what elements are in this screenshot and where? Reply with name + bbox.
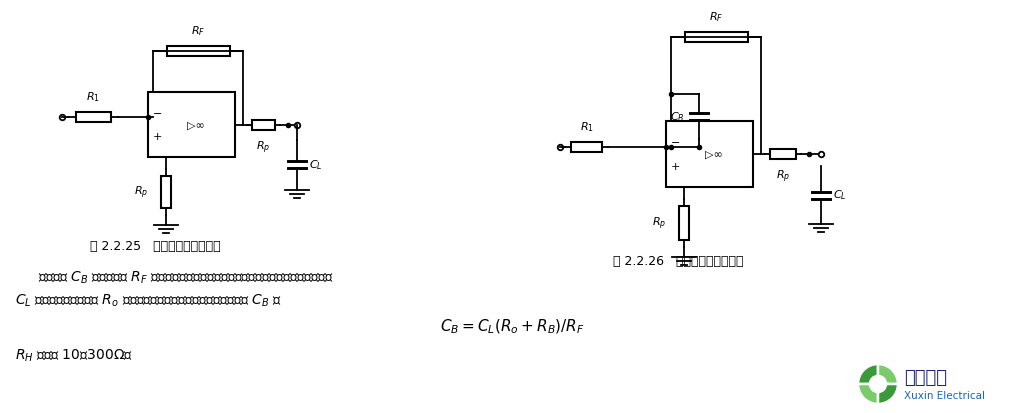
Bar [679,206,689,240]
Text: $R_p$: $R_p$ [651,215,666,232]
Text: $R_1$: $R_1$ [580,120,594,134]
Text: 图 2.2.26   大容性负载补偿电路: 图 2.2.26 大容性负载补偿电路 [612,254,743,267]
Bar [770,150,796,159]
Bar [571,142,601,153]
Bar [167,47,229,57]
Wedge shape [878,384,898,404]
Text: Xuxin Electrical: Xuxin Electrical [904,390,985,400]
Text: 图 2.2.25   小容性负载补偿电路: 图 2.2.25 小容性负载补偿电路 [90,240,220,252]
Text: $C_L$: $C_L$ [309,158,323,172]
Text: $R_H$ 取值为 10～300Ω。: $R_H$ 取值为 10～300Ω。 [15,347,133,363]
Text: −: − [671,138,680,148]
Text: $C_L$ 与集成运放输出电阻 $R_o$ 构成的新极点，从而消除自激。补偿电容 $C_B$ 为: $C_L$ 与集成运放输出电阻 $R_o$ 构成的新极点，从而消除自激。补偿电容… [15,292,282,309]
Text: $R_p$: $R_p$ [776,169,791,185]
Text: $C_B=C_L(R_o+R_B)/R_F$: $C_B=C_L(R_o+R_B)/R_F$ [439,317,585,336]
Text: $R_F$: $R_F$ [709,10,723,24]
Text: ▷∞: ▷∞ [705,150,723,159]
Bar [684,33,748,43]
Text: +: + [671,161,680,171]
Text: $R_1$: $R_1$ [86,90,100,104]
Wedge shape [858,364,878,384]
Text: $C_L$: $C_L$ [833,188,847,202]
Bar [252,120,275,130]
Text: +: + [153,132,163,142]
Text: $R_p$: $R_p$ [134,184,148,201]
Bar [666,122,753,188]
Text: 蓄新电气: 蓄新电气 [904,368,947,386]
Bar [76,113,111,123]
Bar [161,176,171,209]
Text: ▷∞: ▷∞ [187,120,205,130]
Text: $C_B$: $C_B$ [671,110,685,123]
Text: −: − [153,109,163,119]
Wedge shape [878,364,898,384]
Wedge shape [858,384,878,404]
Text: 补偿电容 $C_B$ 与反馈电阻 $R_F$ 构成超前补偿网络，形成新的零点。新的零点抵消容性负载: 补偿电容 $C_B$ 与反馈电阻 $R_F$ 构成超前补偿网络，形成新的零点。新… [38,269,334,286]
Text: $R_F$: $R_F$ [190,24,205,38]
Bar [148,93,234,158]
Text: $R_p$: $R_p$ [256,139,270,156]
